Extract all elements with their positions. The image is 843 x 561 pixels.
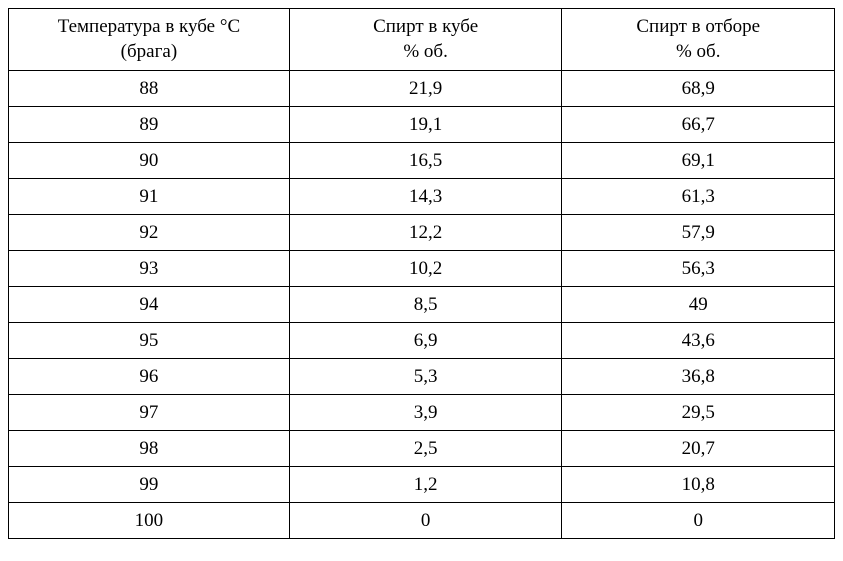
table-row: 9016,569,1 [9,143,835,179]
table-cell: 21,9 [289,71,562,107]
table-cell: 16,5 [289,143,562,179]
table-row: 965,336,8 [9,359,835,395]
table-header-row: Температура в кубе °С (брага) Спирт в ку… [9,9,835,71]
table-cell: 2,5 [289,431,562,467]
table-cell: 92 [9,215,290,251]
table-cell: 94 [9,287,290,323]
table-row: 982,520,7 [9,431,835,467]
table-row: 8919,166,7 [9,107,835,143]
table-cell: 3,9 [289,395,562,431]
table-cell: 61,3 [562,179,835,215]
table-cell: 0 [289,503,562,539]
table-body: 8821,968,98919,166,79016,569,19114,361,3… [9,71,835,539]
header-line2: % об. [294,40,558,65]
table-cell: 93 [9,251,290,287]
column-header-alcohol-output: Спирт в отборе % об. [562,9,835,71]
table-cell: 0 [562,503,835,539]
table-header: Температура в кубе °С (брага) Спирт в ку… [9,9,835,71]
table-cell: 19,1 [289,107,562,143]
table-row: 9310,256,3 [9,251,835,287]
header-line1: Температура в кубе °С [13,15,285,40]
table-cell: 10,8 [562,467,835,503]
table-cell: 69,1 [562,143,835,179]
table-cell: 36,8 [562,359,835,395]
table-cell: 57,9 [562,215,835,251]
table-cell: 96 [9,359,290,395]
table-cell: 99 [9,467,290,503]
column-header-temperature: Температура в кубе °С (брага) [9,9,290,71]
table-cell: 49 [562,287,835,323]
table-cell: 5,3 [289,359,562,395]
header-line1: Спирт в кубе [294,15,558,40]
table-cell: 14,3 [289,179,562,215]
header-line2: (брага) [13,40,285,65]
table-cell: 10,2 [289,251,562,287]
table-cell: 29,5 [562,395,835,431]
table-cell: 97 [9,395,290,431]
table-cell: 88 [9,71,290,107]
table-cell: 100 [9,503,290,539]
table-cell: 6,9 [289,323,562,359]
table-cell: 68,9 [562,71,835,107]
table-row: 948,549 [9,287,835,323]
table-row: 973,929,5 [9,395,835,431]
table-cell: 98 [9,431,290,467]
table-cell: 12,2 [289,215,562,251]
table-cell: 66,7 [562,107,835,143]
table-cell: 56,3 [562,251,835,287]
table-row: 956,943,6 [9,323,835,359]
table-cell: 20,7 [562,431,835,467]
table-cell: 89 [9,107,290,143]
table-cell: 8,5 [289,287,562,323]
header-line2: % об. [566,40,830,65]
table-cell: 95 [9,323,290,359]
table-cell: 43,6 [562,323,835,359]
header-line1: Спирт в отборе [566,15,830,40]
distillation-table: Температура в кубе °С (брага) Спирт в ку… [8,8,835,539]
table-row: 9212,257,9 [9,215,835,251]
table-cell: 90 [9,143,290,179]
table-row: 10000 [9,503,835,539]
table-row: 9114,361,3 [9,179,835,215]
table-row: 8821,968,9 [9,71,835,107]
column-header-alcohol-cube: Спирт в кубе % об. [289,9,562,71]
table-cell: 91 [9,179,290,215]
table-cell: 1,2 [289,467,562,503]
table-row: 991,210,8 [9,467,835,503]
